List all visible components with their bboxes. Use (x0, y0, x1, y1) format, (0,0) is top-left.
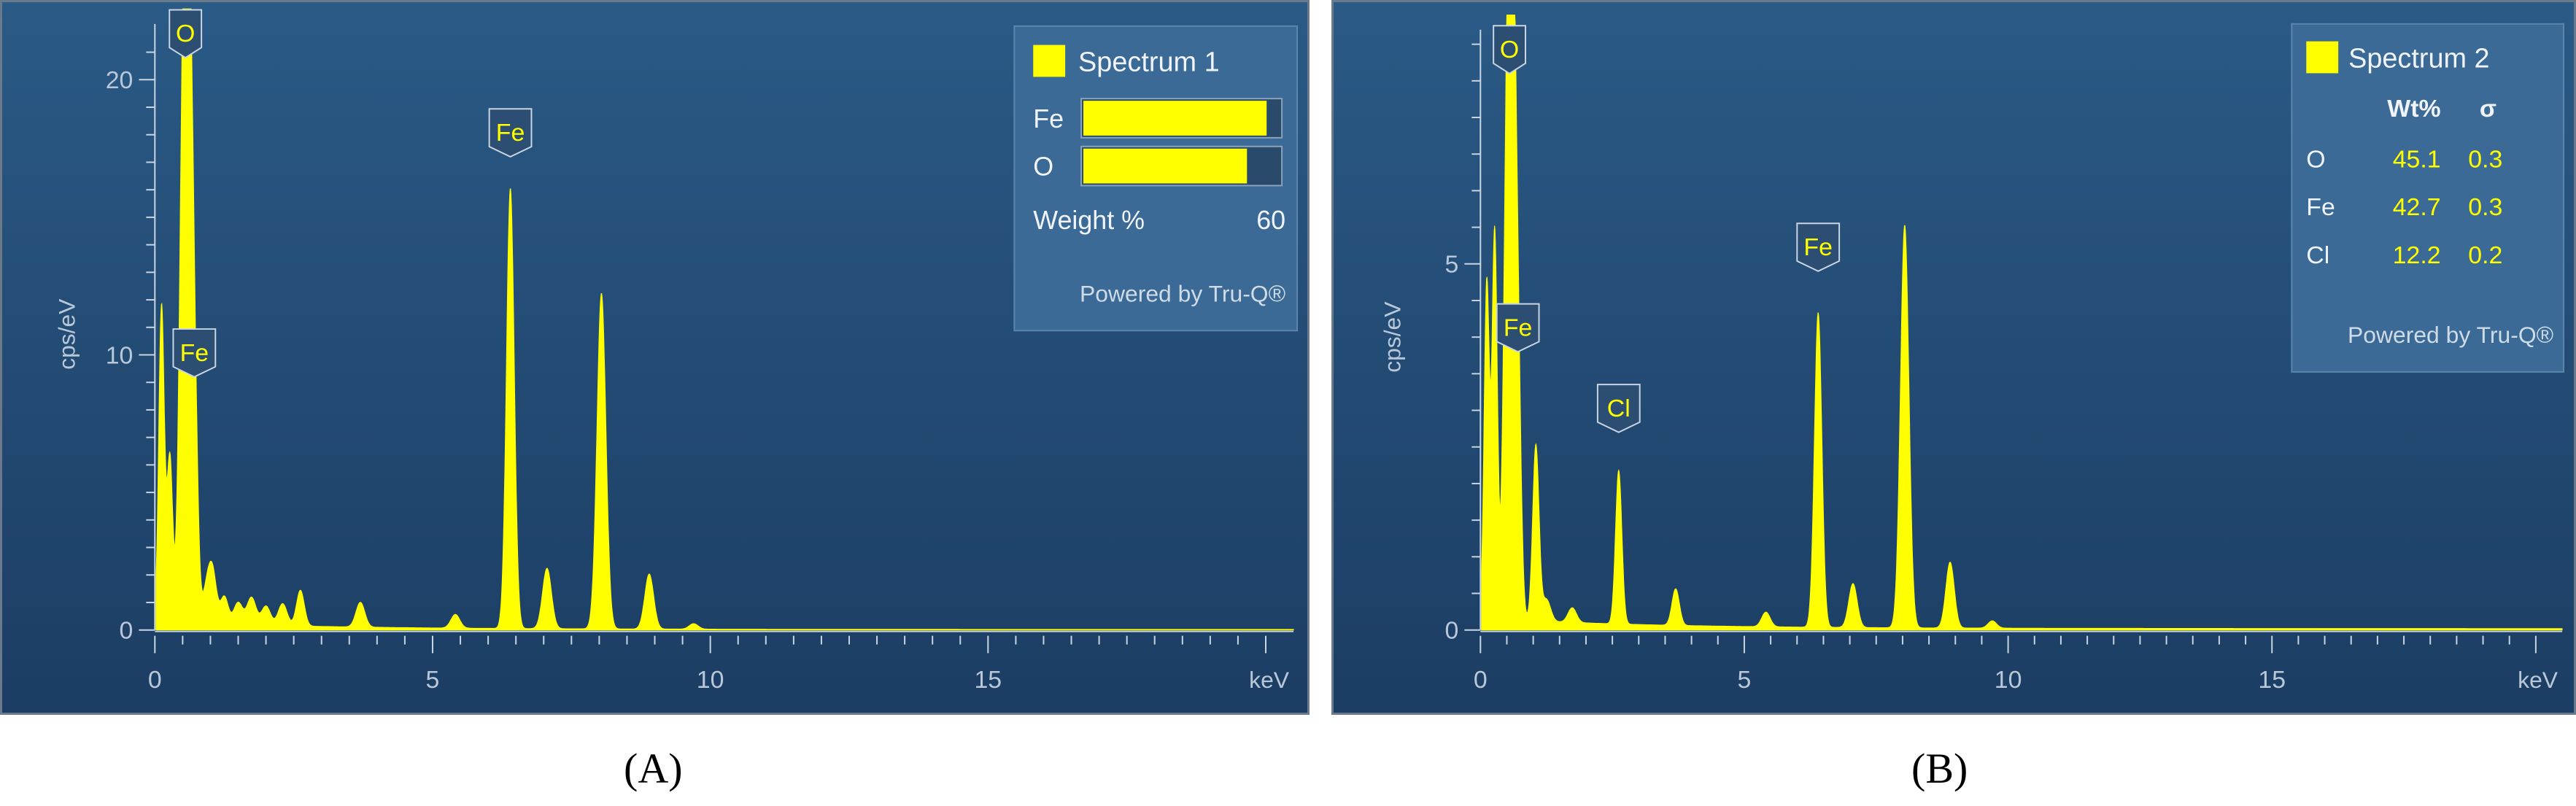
legend-row-wt: 45.1 (2393, 146, 2441, 174)
x-tick-label: 15 (974, 666, 1002, 694)
legend-title: Spectrum 2 (2348, 43, 2490, 74)
peak-label-text: O (176, 20, 195, 47)
x-tick-label: 15 (2258, 666, 2286, 694)
legend-row-wt: 42.7 (2393, 193, 2441, 221)
legend-row-element: Cl (2306, 241, 2329, 269)
legend-footer: Powered by Tru-Q® (1080, 281, 1285, 307)
legend-swatch (1033, 44, 1066, 77)
legend-axis-label: Weight % (1033, 206, 1145, 235)
y-axis-title: cps/eV (54, 298, 80, 370)
peak-label-fe: Fe (172, 328, 217, 378)
spectrum-panel-a: 0 10 20 0 5 10 15 keV cps/eV O Fe Fe Spectrum 1 Fe O We… (0, 0, 1310, 715)
legend-col-header: Wt% (2387, 95, 2440, 123)
spectrum-area (1481, 14, 2563, 631)
legend-background (2291, 23, 2565, 373)
spectrum-chart-a: 0 10 20 0 5 10 15 keV cps/eV O Fe Fe Spectrum 1 Fe O We… (2, 2, 1307, 713)
caption-b: (B) (1911, 745, 1968, 792)
peak-label-text: O (1500, 36, 1519, 63)
caption-a: (A) (624, 745, 683, 792)
peak-label-text: Fe (496, 119, 525, 147)
peak-label-box (1496, 303, 1540, 353)
legend-bar-fill (1083, 101, 1267, 136)
legend-row-element: Fe (2306, 193, 2335, 221)
y-tick-label: 5 (1445, 251, 1459, 279)
peak-label-cl: Cl (1596, 384, 1641, 433)
legend-row-sigma: 0.3 (2468, 193, 2502, 221)
x-tick-label: 10 (1995, 666, 2022, 694)
peak-label-box (1796, 222, 1841, 272)
x-axis-title: keV (2518, 667, 2558, 693)
peak-label-box (1493, 25, 1526, 74)
legend-box: Spectrum 2 Wt% σ O 45.1 0.3 Fe 42.7 0.3 Cl 12.2 0.2… (2291, 23, 2565, 373)
x-tick-label: 0 (148, 666, 162, 694)
y-tick-label: 20 (106, 66, 134, 94)
y-tick-label: 0 (1445, 617, 1459, 645)
peak-label-box (169, 9, 203, 59)
legend-row-wt: 12.2 (2393, 241, 2441, 269)
peak-label-box (488, 108, 533, 158)
y-tick-label: 0 (120, 617, 134, 645)
spectrum-panel-b: 0 5 0 5 10 15 keV cps/eV O Fe Cl Fe Spectrum 2 Wt% σ O 4… (1331, 0, 2576, 715)
legend-bar-label: Fe (1033, 104, 1064, 133)
peak-label-text: Cl (1607, 395, 1631, 422)
peak-label-o: O (169, 9, 203, 59)
peak-label-o: O (1493, 25, 1526, 74)
legend-bar-label: O (1033, 152, 1053, 182)
peak-label-fe: Fe (488, 108, 533, 158)
peak-label-fe: Fe (1796, 222, 1841, 272)
legend-axis-max: 60 (1256, 206, 1285, 235)
x-axis-title: keV (1249, 667, 1290, 693)
peak-label-box (1596, 384, 1641, 433)
legend-bar-fill (1083, 148, 1248, 184)
legend-swatch (2306, 41, 2339, 74)
legend-col-header: σ (2480, 95, 2496, 123)
x-tick-label: 5 (1738, 666, 1752, 694)
peak-label-text: Fe (180, 339, 209, 367)
legend-title: Spectrum 1 (1078, 47, 1220, 77)
peak-label-text: Fe (1504, 314, 1533, 341)
x-tick-label: 0 (1474, 666, 1488, 694)
spectrum-chart-b: 0 5 0 5 10 15 keV cps/eV O Fe Cl Fe Spectrum 2 Wt% σ O 4… (1334, 2, 2574, 713)
peak-label-box (172, 328, 217, 378)
y-tick-label: 10 (106, 341, 134, 369)
legend-footer: Powered by Tru-Q® (2348, 322, 2553, 348)
peak-label-text: Fe (1803, 233, 1833, 261)
legend-row-element: O (2306, 146, 2325, 174)
spectrum-area (155, 8, 1294, 631)
y-axis-title: cps/eV (1380, 301, 1406, 373)
peak-label-fe: Fe (1496, 303, 1540, 353)
x-tick-label: 5 (426, 666, 440, 694)
legend-row-sigma: 0.3 (2468, 146, 2502, 174)
x-tick-label: 10 (697, 666, 724, 694)
legend-box: Spectrum 1 Fe O Weight % 60 Powered by Tru-Q® (1013, 25, 1299, 332)
legend-row-sigma: 0.2 (2468, 241, 2502, 269)
